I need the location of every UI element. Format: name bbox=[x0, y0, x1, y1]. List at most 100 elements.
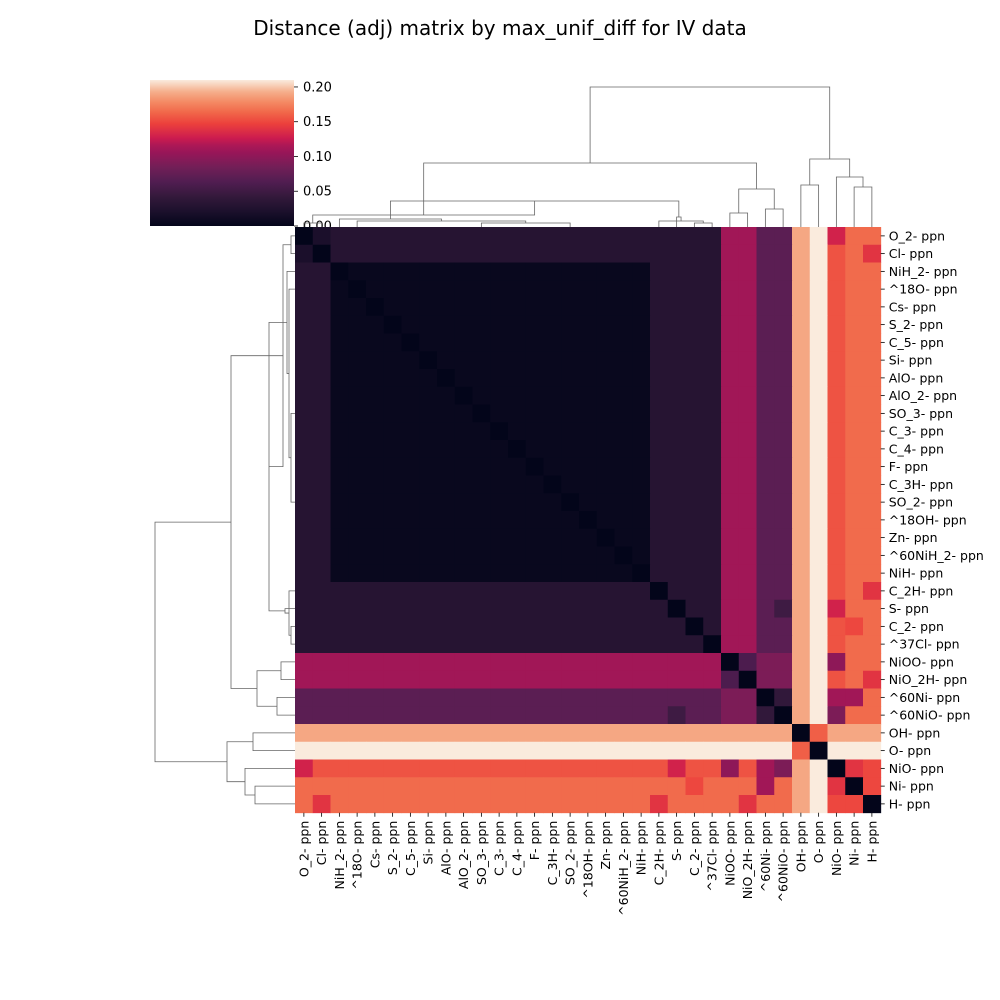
heatmap-cell bbox=[845, 315, 864, 334]
heatmap-cell bbox=[845, 582, 864, 601]
heatmap-cell bbox=[650, 404, 669, 423]
heatmap-cell bbox=[383, 724, 402, 743]
heatmap-cell bbox=[667, 369, 686, 388]
heatmap-cell bbox=[792, 333, 811, 352]
heatmap-cell bbox=[845, 635, 864, 654]
heatmap-cell bbox=[295, 457, 314, 476]
heatmap-cell bbox=[437, 244, 456, 263]
heatmap-cell bbox=[792, 635, 811, 654]
heatmap-cell bbox=[863, 333, 882, 352]
heatmap-cell bbox=[738, 795, 757, 814]
heatmap-cell bbox=[845, 298, 864, 317]
heatmap-cell bbox=[525, 617, 544, 636]
heatmap-cell bbox=[472, 706, 491, 725]
heatmap-cell bbox=[756, 280, 775, 299]
heatmap-cell bbox=[579, 315, 598, 334]
heatmap-cell bbox=[863, 244, 882, 263]
heatmap-cell bbox=[454, 440, 473, 459]
heatmap-cell bbox=[774, 635, 793, 654]
heatmap-cell bbox=[774, 741, 793, 760]
heatmap-cell bbox=[561, 404, 580, 423]
heatmap-cell bbox=[774, 724, 793, 743]
heatmap-cell bbox=[561, 564, 580, 583]
heatmap-cell bbox=[738, 688, 757, 707]
heatmap-cell bbox=[330, 599, 349, 618]
heatmap-cell bbox=[490, 635, 509, 654]
heatmap-cell bbox=[401, 422, 420, 441]
heatmap-cell bbox=[632, 582, 651, 601]
row-label: Ni- ppn bbox=[889, 779, 934, 794]
heatmap-cell bbox=[419, 440, 438, 459]
heatmap-cell bbox=[348, 457, 367, 476]
heatmap-cell bbox=[437, 298, 456, 317]
heatmap-cell bbox=[756, 706, 775, 725]
heatmap-cell bbox=[401, 369, 420, 388]
row-dendrogram-link bbox=[254, 785, 295, 805]
heatmap-cell bbox=[330, 457, 349, 476]
heatmap-cell bbox=[366, 564, 385, 583]
heatmap-cell bbox=[437, 369, 456, 388]
heatmap-cell bbox=[721, 582, 740, 601]
heatmap-cell bbox=[437, 457, 456, 476]
heatmap-cell bbox=[579, 386, 598, 405]
heatmap-cell bbox=[632, 280, 651, 299]
heatmap-cell bbox=[809, 351, 828, 370]
heatmap-cell bbox=[295, 493, 314, 512]
heatmap-cell bbox=[383, 493, 402, 512]
heatmap-cell bbox=[703, 688, 722, 707]
row-label: ^60Ni- ppn bbox=[889, 690, 960, 705]
heatmap-cell bbox=[845, 280, 864, 299]
heatmap-cell bbox=[543, 369, 562, 388]
heatmap-cell bbox=[419, 422, 438, 441]
heatmap-cell bbox=[401, 475, 420, 494]
heatmap-cell bbox=[454, 795, 473, 814]
heatmap-cell bbox=[845, 564, 864, 583]
heatmap-cell bbox=[366, 741, 385, 760]
heatmap-cell bbox=[419, 670, 438, 689]
heatmap-cell bbox=[721, 422, 740, 441]
heatmap-cell bbox=[756, 422, 775, 441]
heatmap-cell bbox=[685, 653, 704, 672]
heatmap-cell bbox=[330, 582, 349, 601]
heatmap-cell bbox=[667, 582, 686, 601]
heatmap-cell bbox=[366, 493, 385, 512]
heatmap-cell bbox=[525, 333, 544, 352]
heatmap-cell bbox=[561, 635, 580, 654]
heatmap-cell bbox=[366, 262, 385, 281]
heatmap-cell bbox=[472, 653, 491, 672]
heatmap-cell bbox=[454, 227, 473, 246]
heatmap-cell bbox=[863, 759, 882, 778]
heatmap-cell bbox=[774, 599, 793, 618]
heatmap-cell bbox=[472, 298, 491, 317]
heatmap-cell bbox=[366, 369, 385, 388]
heatmap-cell bbox=[845, 653, 864, 672]
heatmap-cell bbox=[454, 315, 473, 334]
heatmap-cell bbox=[721, 617, 740, 636]
heatmap-cell bbox=[809, 280, 828, 299]
heatmap-cell bbox=[845, 617, 864, 636]
column-label: Ni- ppn bbox=[847, 821, 862, 866]
heatmap-cell bbox=[596, 741, 615, 760]
column-dendrogram-link bbox=[693, 222, 713, 227]
heatmap-cell bbox=[614, 635, 633, 654]
heatmap-cell bbox=[383, 262, 402, 281]
heatmap-cell bbox=[863, 315, 882, 334]
heatmap-cell bbox=[596, 404, 615, 423]
heatmap-cell bbox=[667, 635, 686, 654]
heatmap-cell bbox=[401, 617, 420, 636]
heatmap-cell bbox=[614, 404, 633, 423]
row-dendrogram bbox=[154, 235, 295, 805]
heatmap-cell bbox=[348, 369, 367, 388]
heatmap-cell bbox=[703, 670, 722, 689]
heatmap-cell bbox=[827, 777, 846, 796]
heatmap-cell bbox=[454, 404, 473, 423]
heatmap-cell bbox=[490, 741, 509, 760]
heatmap-cell bbox=[579, 777, 598, 796]
heatmap-cell bbox=[490, 599, 509, 618]
heatmap-cell bbox=[845, 724, 864, 743]
heatmap-cell bbox=[454, 599, 473, 618]
heatmap-cell bbox=[472, 315, 491, 334]
row-label: ^60NiH_2- ppn bbox=[889, 548, 984, 563]
heatmap-cell bbox=[454, 635, 473, 654]
heatmap-cell bbox=[401, 635, 420, 654]
